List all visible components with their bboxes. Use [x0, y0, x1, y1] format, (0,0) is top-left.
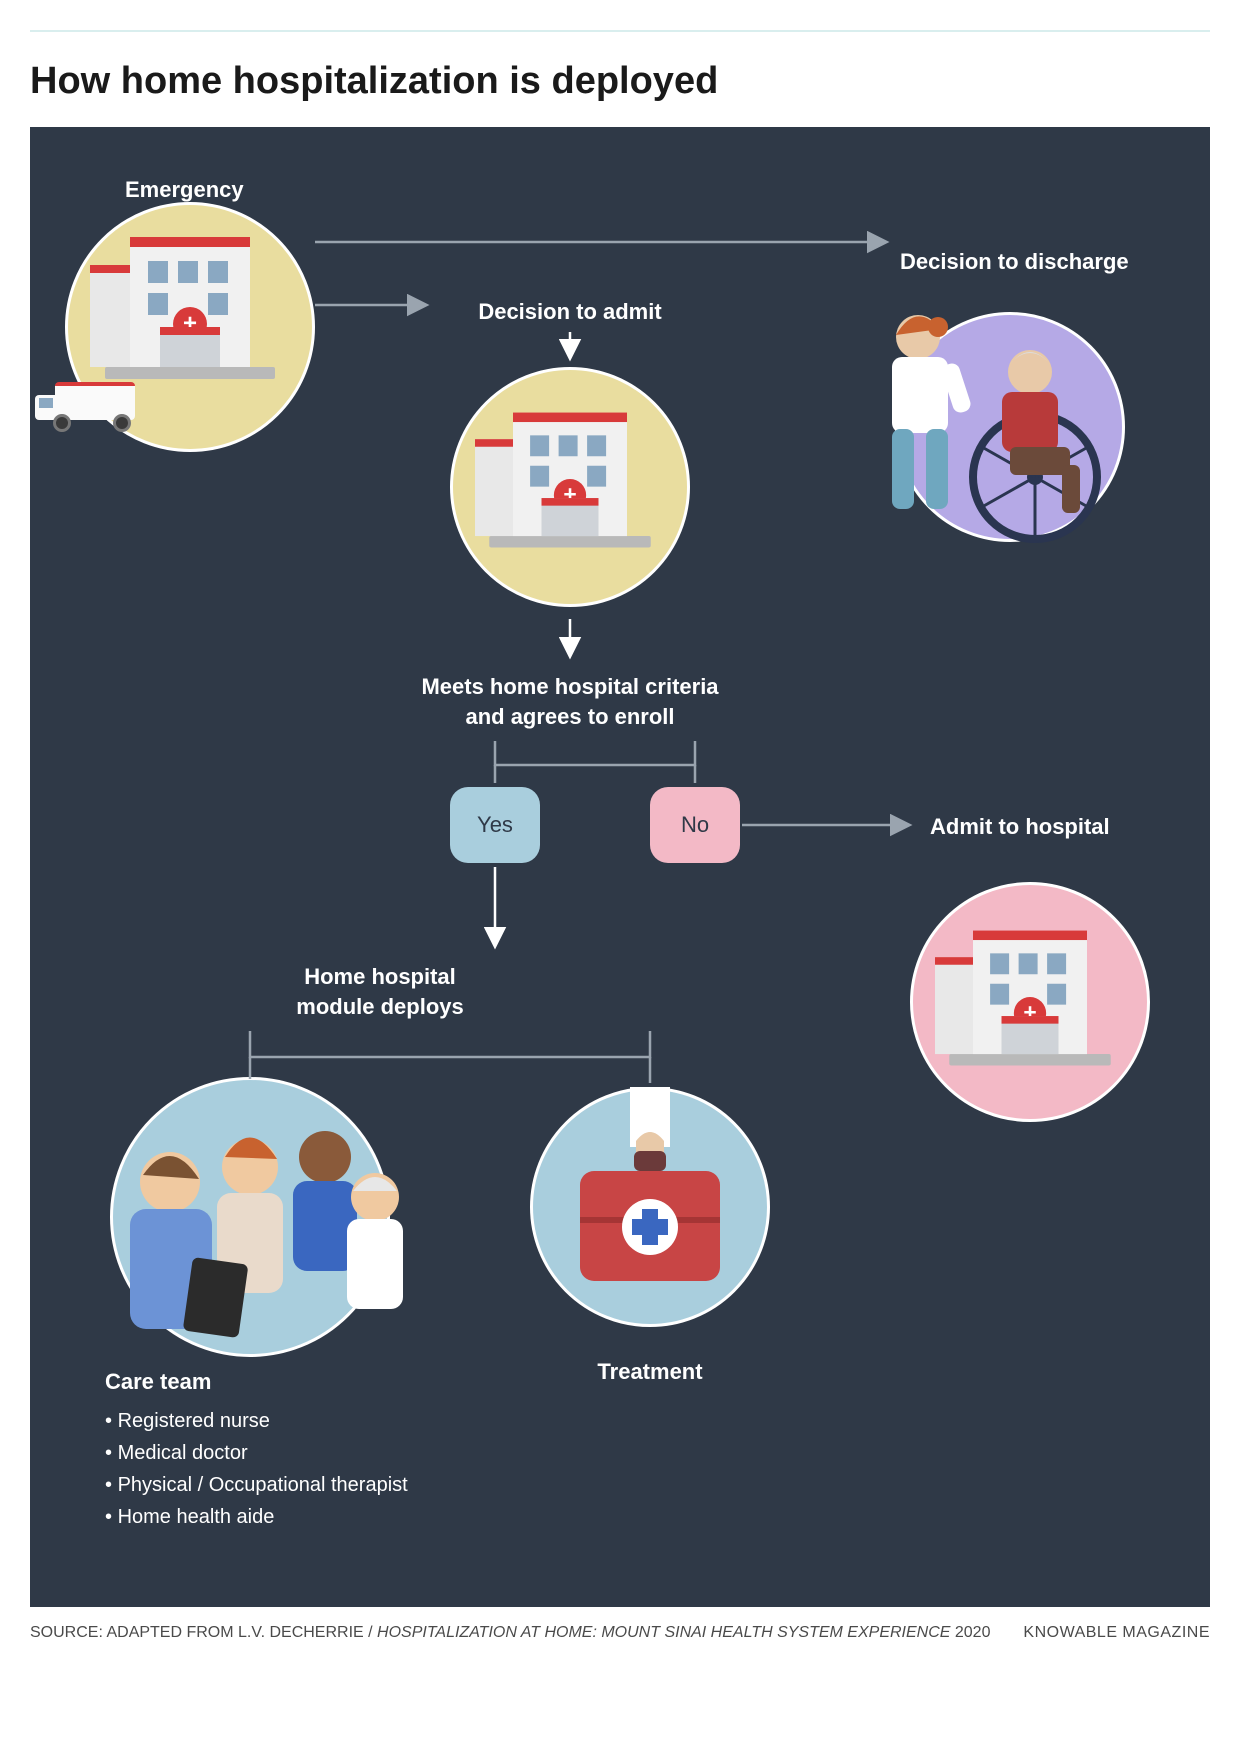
care-team-bullet: Physical / Occupational therapist — [105, 1469, 408, 1501]
deploy-label: Home hospital module deploys — [296, 962, 463, 1021]
footer: SOURCE: ADAPTED FROM L.V. DECHERRIE / HO… — [30, 1621, 1210, 1644]
care-team-label: Care team — [105, 1367, 211, 1397]
care-team-bullet: Medical doctor — [105, 1437, 408, 1469]
flowchart-canvas: + + + — [30, 127, 1210, 1607]
infographic-title: How home hospitalization is deployed — [30, 60, 1210, 103]
admit-decision-label: Decision to admit — [478, 297, 661, 327]
discharge-label: Decision to discharge — [900, 247, 1129, 277]
source-year: 2020 — [950, 1624, 990, 1641]
care-team-bullets: Registered nurseMedical doctorPhysical /… — [105, 1405, 408, 1533]
treatment-label: Treatment — [597, 1357, 702, 1387]
care-team-bullet: Home health aide — [105, 1501, 408, 1533]
source-line: SOURCE: ADAPTED FROM L.V. DECHERRIE / HO… — [30, 1621, 990, 1644]
publisher: KNOWABLE MAGAZINE — [1023, 1621, 1210, 1644]
emergency-label: Emergency — [125, 175, 244, 205]
no-chip: No — [650, 787, 740, 863]
criteria-label: Meets home hospital criteria and agrees … — [421, 672, 718, 731]
admit-hospital-label: Admit to hospital — [930, 812, 1110, 842]
care-team-bullet: Registered nurse — [105, 1405, 408, 1437]
top-divider — [30, 30, 1210, 32]
source-prefix: SOURCE: ADAPTED FROM L.V. DECHERRIE / — [30, 1624, 377, 1641]
yes-chip: Yes — [450, 787, 540, 863]
source-italic: HOSPITALIZATION AT HOME: MOUNT SINAI HEA… — [377, 1624, 950, 1641]
